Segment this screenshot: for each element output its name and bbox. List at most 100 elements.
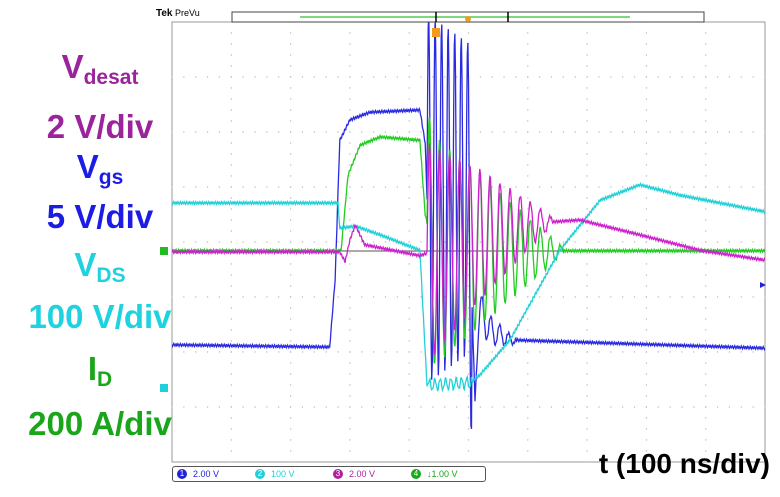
grid-dot bbox=[289, 373, 292, 375]
grid-dot bbox=[705, 384, 707, 386]
channel-4[interactable]: 4 ↓1.00 V bbox=[407, 469, 485, 479]
grid-dot bbox=[467, 439, 470, 441]
grid-dot bbox=[562, 186, 565, 188]
grid-dot bbox=[408, 131, 410, 133]
grid-dot bbox=[349, 285, 351, 287]
channel-1[interactable]: 1 2.00 V bbox=[173, 469, 251, 479]
grid-dot bbox=[586, 76, 588, 78]
grid-dot bbox=[467, 318, 470, 320]
ch3-scale: 2.00 V bbox=[349, 469, 376, 479]
grid-dot bbox=[693, 186, 695, 188]
grid-dot bbox=[681, 186, 683, 188]
grid-dot bbox=[705, 461, 707, 463]
grid-dot bbox=[408, 175, 410, 177]
grid-dot bbox=[467, 428, 470, 430]
grid-dot bbox=[550, 351, 553, 353]
grid-dot bbox=[705, 351, 707, 353]
grid-dot bbox=[586, 351, 588, 353]
grid-dot bbox=[230, 131, 232, 133]
grid-dot bbox=[467, 329, 470, 331]
grid-dot bbox=[610, 186, 612, 188]
grid-dot bbox=[313, 241, 316, 243]
grid-dot bbox=[586, 362, 588, 364]
grid-dot bbox=[289, 230, 292, 232]
grid-dot bbox=[289, 296, 292, 298]
grid-dot bbox=[384, 186, 387, 188]
grid-dot bbox=[705, 153, 707, 155]
grid-dot bbox=[527, 351, 529, 353]
grid-dot bbox=[289, 428, 292, 430]
vgs-scale: 5 V/div bbox=[46, 198, 154, 235]
grid-dot bbox=[313, 76, 316, 78]
grid-dot bbox=[705, 230, 707, 232]
grid-dot bbox=[527, 142, 529, 144]
grid-dot bbox=[183, 186, 185, 188]
grid-dot bbox=[574, 186, 576, 188]
grid-dot bbox=[586, 439, 588, 441]
grid-dot bbox=[598, 241, 600, 243]
grid-dot bbox=[503, 406, 505, 408]
grid-dot bbox=[230, 241, 232, 243]
grid-dot bbox=[349, 153, 351, 155]
grid-dot bbox=[230, 318, 232, 320]
grid-dot bbox=[349, 428, 351, 430]
grid-dot bbox=[230, 307, 232, 309]
grid-dot bbox=[254, 296, 256, 298]
grid-dot bbox=[349, 439, 351, 441]
grid-dot bbox=[372, 241, 375, 243]
grid-dot bbox=[645, 241, 648, 243]
grid-dot bbox=[645, 318, 648, 320]
grid-dot bbox=[693, 406, 695, 408]
grid-dot bbox=[764, 406, 766, 408]
grid-dot bbox=[289, 54, 292, 56]
grid-dot bbox=[444, 76, 446, 78]
grid-dot bbox=[349, 461, 351, 463]
grid-dot bbox=[467, 362, 470, 364]
grid-dot bbox=[301, 186, 304, 188]
grid-dot bbox=[586, 417, 588, 419]
grid-dot bbox=[289, 318, 292, 320]
grid-dot bbox=[289, 439, 292, 441]
grid-dot bbox=[693, 76, 695, 78]
grid-dot bbox=[728, 406, 731, 408]
channel-3[interactable]: 3 2.00 V bbox=[329, 469, 407, 479]
grid-dot bbox=[242, 351, 244, 353]
grid-dot bbox=[764, 241, 766, 243]
grid-dot bbox=[586, 164, 588, 166]
grid-dot bbox=[408, 43, 410, 45]
grid-dot bbox=[408, 428, 410, 430]
grid-dot bbox=[289, 263, 292, 265]
grid-dot bbox=[349, 175, 351, 177]
grid-dot bbox=[728, 351, 731, 353]
grid-dot bbox=[467, 417, 470, 419]
grid-dot bbox=[621, 241, 624, 243]
grid-dot bbox=[538, 406, 541, 408]
grid-dot bbox=[728, 241, 731, 243]
grid-dot bbox=[645, 329, 648, 331]
grid-dot bbox=[586, 307, 588, 309]
grid-dot bbox=[716, 296, 719, 298]
grid-dot bbox=[372, 131, 375, 133]
grid-dot bbox=[230, 197, 232, 199]
grid-dot bbox=[396, 351, 399, 353]
grid-dot bbox=[645, 439, 648, 441]
grid-dot bbox=[479, 351, 482, 353]
grid-dot bbox=[752, 76, 754, 78]
grid-dot bbox=[527, 428, 529, 430]
channel-2[interactable]: 2 100 V bbox=[251, 469, 329, 479]
grid-dot bbox=[574, 241, 576, 243]
grid-dot bbox=[728, 76, 731, 78]
grid-dot bbox=[574, 351, 576, 353]
grid-dot bbox=[728, 131, 731, 133]
grid-dot bbox=[218, 351, 221, 353]
grid-dot bbox=[752, 351, 754, 353]
grid-dot bbox=[230, 98, 232, 100]
grid-dot bbox=[657, 76, 659, 78]
grid-dot bbox=[693, 351, 695, 353]
grid-dot bbox=[289, 241, 292, 243]
grid-dot bbox=[349, 263, 351, 265]
trigger-position-icon bbox=[465, 16, 471, 22]
grid-dot bbox=[467, 406, 470, 408]
grid-dot bbox=[230, 164, 232, 166]
grid-dot bbox=[586, 329, 588, 331]
